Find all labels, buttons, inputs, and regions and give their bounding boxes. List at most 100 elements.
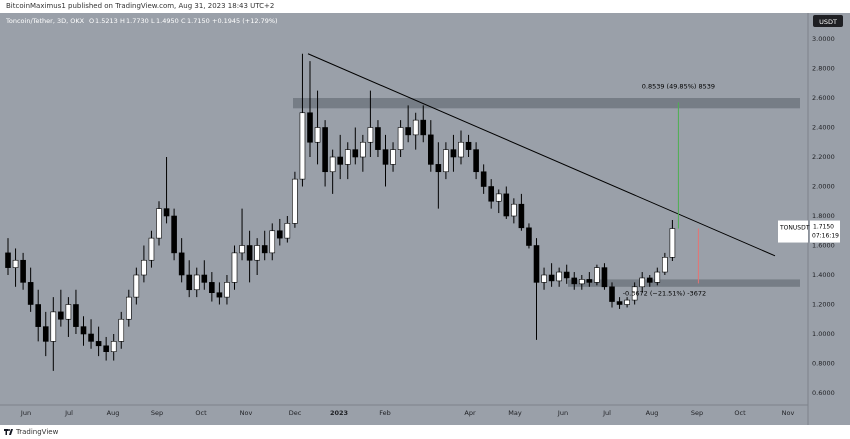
price-chart[interactable]: 0.8539 (49.85%) 8539 -0.3672 (−21.51%) -3… — [0, 13, 850, 425]
candle-body — [631, 286, 638, 301]
candle — [58, 289, 64, 327]
candle-body — [435, 164, 442, 173]
candle-body — [480, 171, 487, 187]
candle — [458, 130, 464, 165]
resistance-zone — [293, 98, 800, 109]
candle — [518, 193, 525, 231]
candle-body — [412, 119, 419, 136]
candle-body — [95, 341, 102, 347]
candle — [397, 120, 404, 157]
candle-body — [533, 245, 540, 283]
candle — [103, 336, 109, 361]
candle-body — [65, 304, 72, 320]
candle-body — [450, 149, 457, 158]
candle-body — [594, 267, 600, 283]
candle — [269, 223, 276, 261]
x-tick-label: Dec — [289, 409, 302, 417]
candle — [209, 272, 215, 302]
candle — [73, 289, 79, 334]
x-tick-label: Sep — [691, 409, 703, 417]
candle-body — [609, 286, 615, 302]
currency-button-label[interactable]: USDT — [819, 18, 837, 26]
candle-body — [337, 156, 344, 165]
x-tick-label: Jun — [557, 409, 568, 417]
candle-body — [541, 274, 547, 283]
candle — [412, 112, 419, 150]
publish-line: BitcoinMaximus1 published on TradingView… — [6, 2, 275, 10]
candle-body — [12, 259, 19, 268]
candle — [503, 186, 510, 219]
candle — [624, 297, 630, 308]
y-tick-label: 1.6000 — [812, 242, 835, 250]
candle-body — [307, 112, 313, 143]
y-tick-label: 1.0000 — [812, 330, 835, 338]
y-tick-label: 1.4000 — [812, 271, 835, 279]
candle-body — [518, 203, 525, 229]
candle — [284, 216, 291, 243]
candle-body — [201, 274, 208, 283]
candle-body — [118, 318, 125, 342]
candle-body — [186, 274, 192, 291]
candle-body — [646, 277, 653, 283]
price-tag-countdown: 07:16:19 — [812, 233, 839, 240]
candle-body — [563, 271, 570, 279]
candle-body — [367, 127, 374, 143]
candle-body — [261, 245, 268, 254]
legend-open-value: 1.5213 — [95, 17, 118, 25]
x-tick-label: Nov — [240, 409, 253, 417]
candle — [307, 61, 313, 157]
currency-button[interactable]: USDT — [813, 15, 843, 27]
legend-change: +0.1945 (+12.79%) — [212, 17, 278, 25]
candle — [261, 230, 268, 261]
candle-body — [669, 228, 676, 258]
x-tick-label: Apr — [464, 409, 476, 417]
y-tick-label: 2.6000 — [812, 94, 835, 102]
legend-close-value: 1.7150 — [187, 17, 210, 25]
candle-body — [405, 127, 411, 136]
candle — [163, 157, 170, 224]
x-tick-label: Jul — [64, 409, 73, 417]
candle — [360, 134, 366, 172]
candle-body — [110, 341, 117, 352]
candle — [12, 248, 19, 287]
candle — [314, 90, 321, 165]
candle — [337, 134, 344, 180]
legend-symbol: Toncoin/Tether, 3D, OKX — [5, 17, 85, 25]
support-zone — [568, 279, 800, 287]
x-tick-label: Feb — [379, 409, 391, 417]
publish-header: BitcoinMaximus1 published on TradingView… — [0, 0, 850, 13]
candle-body — [239, 245, 245, 254]
candle-body — [20, 259, 26, 283]
candle — [118, 311, 125, 349]
candle — [571, 272, 578, 290]
footer-brand: TradingView — [16, 428, 59, 436]
candle — [631, 282, 638, 305]
legend-high-label: H — [120, 17, 125, 25]
candle — [322, 120, 328, 187]
candle — [110, 334, 117, 361]
candle — [669, 219, 676, 261]
candle-body — [654, 271, 661, 283]
candle-body — [503, 193, 510, 217]
candle-body — [639, 277, 646, 288]
descending-trendline[interactable] — [307, 53, 776, 257]
candle-body — [458, 141, 464, 158]
candle-body — [548, 274, 555, 282]
footer: TradingView — [0, 425, 850, 439]
candle — [126, 289, 132, 327]
candle — [141, 245, 147, 283]
candle-body — [578, 279, 585, 285]
legend-low-label: L — [151, 17, 155, 25]
candle — [443, 142, 449, 180]
candle-body — [156, 208, 162, 239]
candle — [578, 275, 585, 290]
candle — [224, 275, 230, 305]
price-tag-symbol: TONUSDT — [779, 225, 810, 232]
candle-body — [254, 245, 260, 261]
x-tick-label: 2023 — [330, 409, 348, 417]
chart-area[interactable]: 0.8539 (49.85%) 8539 -0.3672 (−21.51%) -3… — [0, 13, 850, 425]
candle — [5, 238, 11, 275]
candle — [382, 134, 389, 187]
candle — [390, 142, 396, 172]
candle — [27, 267, 34, 312]
